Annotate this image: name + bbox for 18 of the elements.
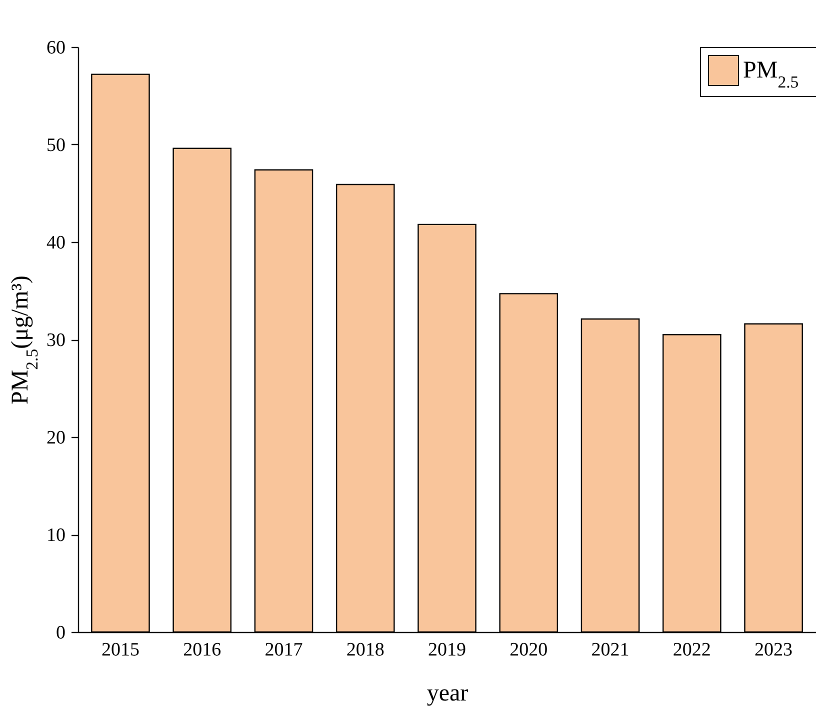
y-tick-label: 40 (46, 232, 66, 254)
x-tick-label: 2016 (183, 640, 222, 660)
x-tick-label: 2019 (428, 640, 466, 660)
x-tick-label: 2023 (754, 640, 793, 660)
x-tick-label: 2015 (101, 640, 140, 660)
y-tick-label: 0 (56, 622, 66, 644)
x-tick-label: 2020 (510, 640, 548, 660)
y-tick-label: 10 (46, 525, 66, 546)
x-axis-title: year (426, 680, 468, 706)
x-tick-label: 2017 (264, 640, 303, 660)
y-tick-label: 20 (46, 428, 66, 448)
x-tick-label: 2021 (591, 640, 630, 660)
x-tick-label: 2022 (672, 640, 711, 660)
x-tick-label: 2018 (346, 640, 384, 660)
legend-label: PM$_{2.5}$ (743, 58, 799, 91)
y-tick-label: 50 (46, 135, 66, 156)
y-tick-label: 30 (46, 330, 66, 351)
y-tick-label: 60 (46, 38, 66, 58)
